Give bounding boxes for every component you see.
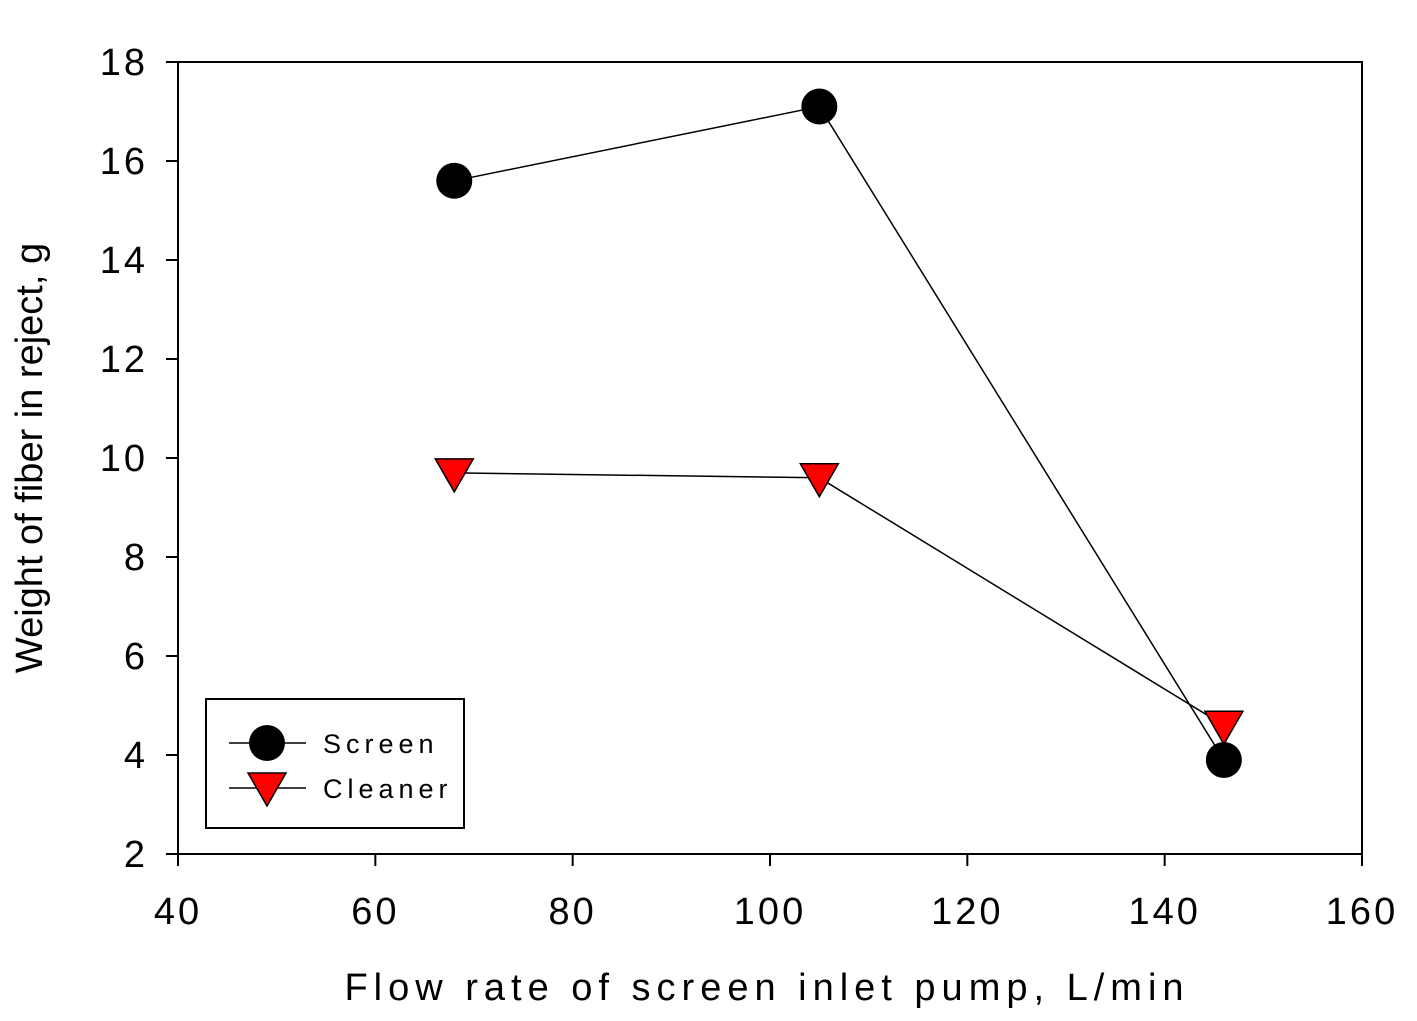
x-tick-label: 100 xyxy=(734,891,806,933)
legend-label-screen: Screen xyxy=(323,729,439,759)
series-line-screen xyxy=(454,105,1225,761)
y-tick-label: 4 xyxy=(124,735,148,777)
legend-box xyxy=(205,698,465,829)
x-tick-label: 140 xyxy=(1128,891,1200,933)
y-tick-label: 16 xyxy=(100,141,148,183)
x-tick-label: 60 xyxy=(351,891,399,933)
data-point-cleaner xyxy=(1203,710,1245,746)
series-line-cleaner xyxy=(454,472,1225,726)
y-axis: 2 4 6 8 10 12 14 16 18 xyxy=(100,42,178,876)
y-tick-label: 14 xyxy=(100,240,148,282)
x-axis-title: Flow rate of screen inlet pump, L/min xyxy=(344,967,1189,1009)
data-point-screen xyxy=(801,88,838,125)
x-tick-label: 40 xyxy=(154,891,202,933)
y-tick-label: 12 xyxy=(100,339,148,381)
x-tick-label: 120 xyxy=(931,891,1003,933)
data-point-cleaner xyxy=(433,458,475,494)
y-axis-title: Weight of fiber in reject, g xyxy=(9,243,51,673)
y-tick-label: 8 xyxy=(124,537,148,579)
legend: Screen Cleaner xyxy=(205,698,465,829)
y-tick-label: 10 xyxy=(100,438,148,480)
series-layer xyxy=(433,88,1245,778)
x-tick-label: 160 xyxy=(1326,891,1398,933)
y-tick-label: 18 xyxy=(100,42,148,84)
legend-label-cleaner: Cleaner xyxy=(323,774,453,804)
y-tick-label: 6 xyxy=(124,636,148,678)
legend-marker-screen xyxy=(249,725,285,761)
legend-marker-cleaner xyxy=(246,772,288,808)
x-axis: 40 60 80 100 120 140 160 xyxy=(154,854,1398,933)
data-point-screen xyxy=(1205,741,1242,778)
y-tick-label: 2 xyxy=(124,834,148,876)
x-tick-label: 80 xyxy=(549,891,597,933)
data-point-cleaner xyxy=(799,463,840,499)
data-point-screen xyxy=(436,162,473,199)
